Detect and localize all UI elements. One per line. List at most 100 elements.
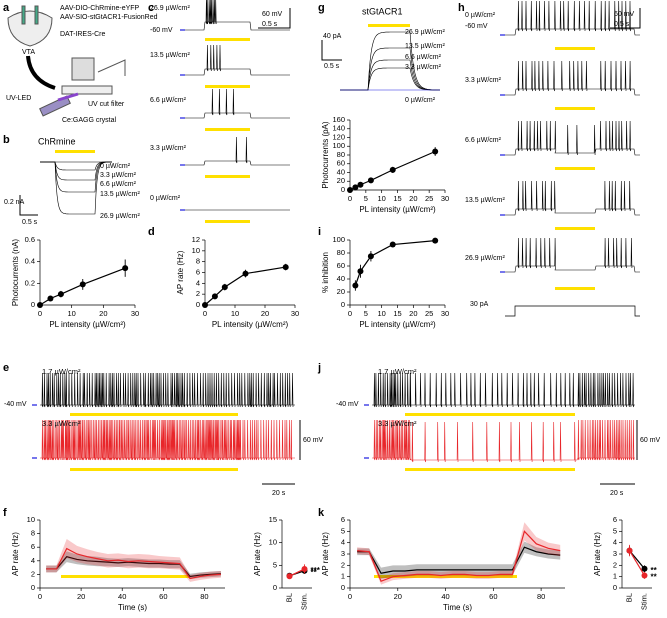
label: 0.5 s xyxy=(22,219,38,226)
data-point xyxy=(282,264,289,271)
y-tick-label: 120 xyxy=(332,132,345,141)
x-tick-label: 0 xyxy=(38,592,42,601)
label: 26.9 µW/cm² xyxy=(100,213,140,220)
scale-bar xyxy=(19,195,38,216)
stim-bar xyxy=(205,220,250,223)
scale-bar xyxy=(321,40,342,61)
label: 0.2 nA xyxy=(4,199,25,206)
x-tick-label: 60 xyxy=(489,592,497,601)
x-tick-label: 10 xyxy=(377,309,385,318)
trace xyxy=(340,67,440,91)
x-tick-label: Stim. xyxy=(639,593,648,610)
scale-bar xyxy=(610,8,641,29)
label: 3.3 µW/cm² xyxy=(150,145,187,152)
data-point xyxy=(79,281,86,288)
x-tick-label: 40 xyxy=(441,592,449,601)
stim-bar xyxy=(55,150,95,153)
y-tick-label: 40 xyxy=(337,274,345,283)
x-tick-label: 0 xyxy=(348,592,352,601)
y-tick-label: 1 xyxy=(341,572,345,581)
y-tick-label: 0 xyxy=(341,583,345,592)
y-tick-label: 6 xyxy=(341,515,345,524)
label: 0 µW/cm² xyxy=(465,12,496,19)
label: 3.3 µW/cm² xyxy=(465,77,502,84)
label: 0 µW/cm² xyxy=(100,163,131,170)
data-point xyxy=(286,573,293,580)
trace xyxy=(505,60,640,96)
arrow xyxy=(26,55,56,90)
stim-bar xyxy=(405,413,575,416)
x-tick-label: 40 xyxy=(118,592,126,601)
y-tick-label: 0 xyxy=(196,300,200,309)
x-tick-label: 10 xyxy=(377,194,385,203)
label: 20 s xyxy=(610,490,624,497)
y-tick-label: 2 xyxy=(341,560,345,569)
dish xyxy=(61,85,113,95)
label: 6.6 µW/cm² xyxy=(405,54,442,61)
x-tick-label: 5 xyxy=(364,194,368,203)
label: 13.5 µW/cm² xyxy=(150,52,190,59)
label: 60 mV xyxy=(614,11,635,18)
annotation: *** xyxy=(311,566,321,575)
label: 30 pA xyxy=(470,301,489,308)
label: 26.9 µW/cm² xyxy=(465,255,505,262)
data-point xyxy=(432,237,439,244)
scale-bar xyxy=(258,8,291,29)
data-point xyxy=(221,284,228,291)
objective xyxy=(71,57,95,81)
data-point xyxy=(432,148,439,155)
data-point xyxy=(367,253,374,260)
data-point xyxy=(641,572,648,579)
x-tick-label: 20 xyxy=(261,309,269,318)
x-tick-label: 10 xyxy=(231,309,239,318)
label: 60 mV xyxy=(262,11,283,18)
label: UV cut filter xyxy=(88,101,125,108)
x-tick-label: 20 xyxy=(409,309,417,318)
y-axis-label: AP rate (Hz) xyxy=(11,532,20,576)
y-tick-label: 100 xyxy=(332,141,345,150)
trace xyxy=(40,419,295,461)
y-tick-label: 60 xyxy=(337,261,345,270)
y-axis-label: AP rate (Hz) xyxy=(321,532,330,576)
y-tick-label: 160 xyxy=(332,115,345,124)
panel-label: c xyxy=(148,2,154,14)
label: VTA xyxy=(22,49,35,56)
trace xyxy=(372,372,635,408)
y-tick-label: 5 xyxy=(613,526,617,535)
data-point xyxy=(367,177,374,184)
stim-bar xyxy=(205,85,250,88)
fiber xyxy=(34,5,39,25)
panel-label: e xyxy=(3,362,9,374)
panel-label: d xyxy=(148,226,155,238)
series-line xyxy=(628,550,646,576)
label: 0 µW/cm² xyxy=(405,97,436,104)
panel-label: i xyxy=(318,226,321,238)
label: 26.9 µW/cm² xyxy=(150,5,190,12)
led xyxy=(39,95,71,117)
trace xyxy=(185,88,290,119)
stim-bar xyxy=(205,175,250,178)
x-axis-label: Time (s) xyxy=(118,603,147,612)
stim-bar xyxy=(555,167,595,170)
x-tick-label: 25 xyxy=(425,194,433,203)
y-tick-label: 2 xyxy=(613,560,617,569)
trace xyxy=(505,120,640,156)
label: 1.7 µW/cm² xyxy=(42,367,81,376)
label: UV-LED xyxy=(6,95,31,102)
y-tick-label: 0.6 xyxy=(25,235,35,244)
y-axis-label: AP rate (Hz) xyxy=(176,250,185,294)
data-point xyxy=(626,547,633,554)
y-tick-label: 0 xyxy=(341,185,345,194)
series-line xyxy=(357,546,561,574)
light xyxy=(57,92,79,102)
stim-bar xyxy=(61,575,189,578)
data-point xyxy=(352,282,359,289)
stim-bars xyxy=(55,24,595,578)
data-point xyxy=(357,268,364,275)
error-band xyxy=(46,551,221,580)
data-point xyxy=(37,302,43,308)
y-tick-label: 10 xyxy=(192,246,200,255)
annotation: ** xyxy=(651,566,658,575)
y-tick-label: 0 xyxy=(341,300,345,309)
y-tick-label: 3 xyxy=(613,549,617,558)
